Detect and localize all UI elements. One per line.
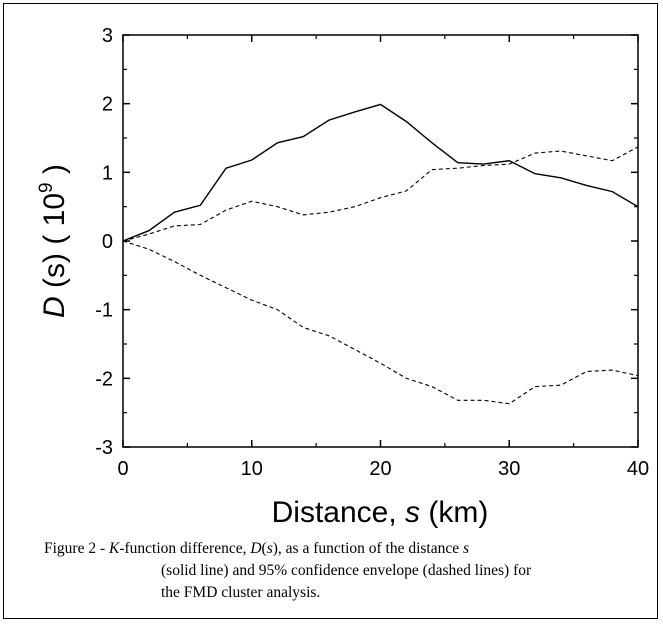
x-tick-label: 40	[627, 458, 649, 480]
y-axis-ticks: -3 -2 -1 0 1 2 3	[95, 25, 638, 459]
caption-line-3: the FMD cluster analysis.	[161, 584, 321, 601]
y-tick-label: 1	[102, 162, 113, 184]
caption-line-1: Figure 2 - K-function difference, D(s), …	[44, 540, 470, 557]
x-tick-label: 0	[117, 458, 128, 480]
figure-frame	[3, 3, 658, 619]
y-tick-label: -1	[95, 300, 113, 322]
data-series	[122, 103, 639, 405]
y-tick-label: 3	[102, 25, 113, 47]
y-tick-label: 2	[102, 94, 113, 116]
y-tick-label: 0	[102, 231, 113, 253]
dashed-line-series-2	[122, 240, 639, 405]
y-tick-label: -3	[95, 437, 113, 459]
dashed-line-series-1	[122, 146, 639, 242]
y-axis-label: D (s) ( 109 )	[36, 164, 71, 318]
x-tick-label: 30	[498, 458, 520, 480]
solid-line-series	[122, 103, 639, 242]
caption-line-2: (solid line) and 95% confidence envelope…	[161, 562, 532, 579]
x-axis-label: Distance, s (km)	[272, 496, 489, 529]
plot-area	[122, 34, 639, 448]
x-tick-label: 10	[241, 458, 263, 480]
figure-caption: Figure 2 - K-function difference, D(s), …	[44, 538, 644, 604]
chart: -3 -2 -1 0 1 2 3 0 10 20 30 40 Distance, s (km) D …	[36, 25, 649, 529]
x-axis-ticks: 0 10 20 30 40	[117, 35, 649, 480]
y-tick-label: -2	[95, 368, 113, 390]
x-tick-label: 20	[369, 458, 391, 480]
